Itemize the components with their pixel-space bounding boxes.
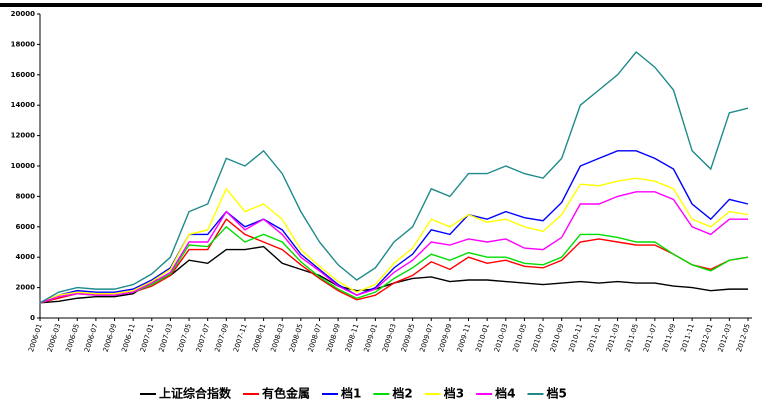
x-tick-label: 2010-09 [549,323,566,353]
x-tick-label: 2009-11 [456,323,473,353]
x-tick-label: 2010-03 [493,323,510,353]
x-tick-label: 2008-01 [251,323,268,353]
x-tick-label: 2009-01 [363,323,380,353]
x-tick-label: 2010-05 [512,323,529,353]
y-tick-label: 4000 [16,253,36,261]
y-tick-label: 10000 [11,162,35,170]
x-tick-label: 2009-07 [418,323,435,353]
series-line [39,51,749,304]
x-tick-label: 2009-05 [400,323,417,353]
x-tick-label: 2009-09 [437,323,454,353]
x-tick-label: 2008-05 [288,323,305,353]
x-tick-label: 2006-09 [102,323,119,353]
y-tick-label: 2000 [16,284,36,292]
x-tick-label: 2007-11 [232,323,249,353]
x-tick-label: 2011-07 [642,323,659,353]
x-tick-label: 2007-07 [195,323,212,353]
x-tick-label: 2010-01 [474,323,491,353]
x-tick-label: 2010-11 [567,323,584,353]
legend-label: 档5 [546,386,566,401]
x-tick-label: 2009-03 [381,323,398,353]
series-line [39,177,749,304]
legend-label: 档2 [392,386,412,401]
y-tick-label: 8000 [16,192,36,200]
series-line [39,218,749,304]
x-tick-label: 2011-05 [623,323,640,353]
y-tick-label: 18000 [11,40,35,48]
y-tick-label: 6000 [16,223,36,231]
y-tick-label: 16000 [11,71,35,79]
series-line [39,225,749,304]
x-tick-label: 2012-01 [698,323,715,353]
x-tick-label: 2010-07 [530,323,547,353]
y-tick-label: 14000 [11,101,35,109]
x-tick-label: 2006-05 [64,323,81,353]
series-line [39,245,748,304]
x-tick-label: 2008-09 [325,323,342,353]
x-tick-label: 2011-11 [679,323,696,353]
x-tick-label: 2007-01 [139,323,156,353]
legend-label: 有色金属 [262,386,310,401]
y-tick-label: 0 [30,314,35,322]
x-tick-label: 2008-11 [344,323,361,353]
series-line [39,150,749,304]
x-tick-label: 2006-03 [46,323,63,353]
y-tick-label: 12000 [11,132,35,140]
y-tick-label: 20000 [11,10,35,18]
legend-label: 上证综合指数 [159,386,232,401]
legend-label: 档1 [341,386,361,401]
x-tick-label: 2011-03 [605,323,622,353]
x-tick-label: 2011-09 [661,323,678,353]
x-tick-label: 2006-11 [120,323,137,353]
x-tick-label: 2007-03 [158,323,175,353]
x-tick-label: 2007-05 [176,323,193,353]
x-tick-label: 2008-07 [307,323,324,353]
x-tick-label: 2012-03 [717,323,734,353]
top-rule [0,3,762,7]
legend-label: 档4 [495,386,515,401]
x-tick-label: 2006-07 [83,323,100,353]
series-line [39,191,748,304]
x-tick-label: 2008-03 [269,323,286,353]
x-tick-label: 2011-01 [586,323,603,353]
legend-label: 档3 [444,386,464,401]
x-tick-label: 2007-09 [213,323,230,353]
x-tick-label: 2012-05 [735,323,752,353]
x-tick-label: 2006-01 [27,323,44,353]
